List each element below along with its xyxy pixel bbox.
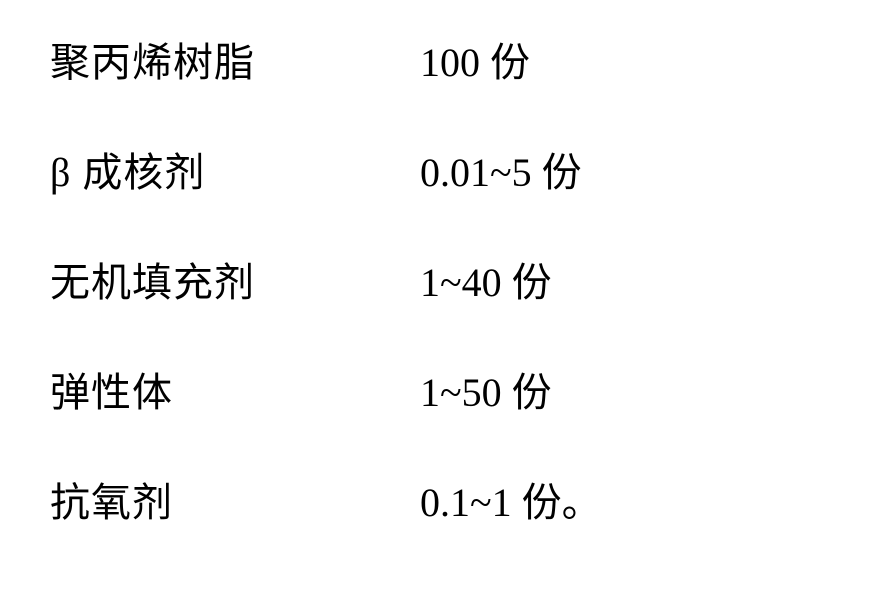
composition-table: 聚丙烯树脂 100 份 β 成核剂 0.01~5 份 无机填充剂 1~40 份 … bbox=[0, 0, 869, 589]
ingredient-amount: 0.1~1 份。 bbox=[420, 470, 602, 528]
ingredient-label: 聚丙烯树脂 bbox=[50, 30, 420, 88]
ingredient-label: 无机填充剂 bbox=[50, 250, 420, 308]
ingredient-label: 抗氧剂 bbox=[50, 470, 420, 528]
ingredient-amount: 0.01~5 份 bbox=[420, 140, 582, 198]
ingredient-amount: 100 份 bbox=[420, 30, 530, 88]
ingredient-label: 弹性体 bbox=[50, 360, 420, 418]
table-row: 无机填充剂 1~40 份 bbox=[50, 250, 819, 360]
ingredient-label: β 成核剂 bbox=[50, 140, 420, 198]
table-row: 弹性体 1~50 份 bbox=[50, 360, 819, 470]
table-row: 抗氧剂 0.1~1 份。 bbox=[50, 470, 819, 580]
ingredient-amount: 1~40 份 bbox=[420, 250, 552, 308]
ingredient-amount: 1~50 份 bbox=[420, 360, 552, 418]
table-row: β 成核剂 0.01~5 份 bbox=[50, 140, 819, 250]
table-row: 聚丙烯树脂 100 份 bbox=[50, 30, 819, 140]
